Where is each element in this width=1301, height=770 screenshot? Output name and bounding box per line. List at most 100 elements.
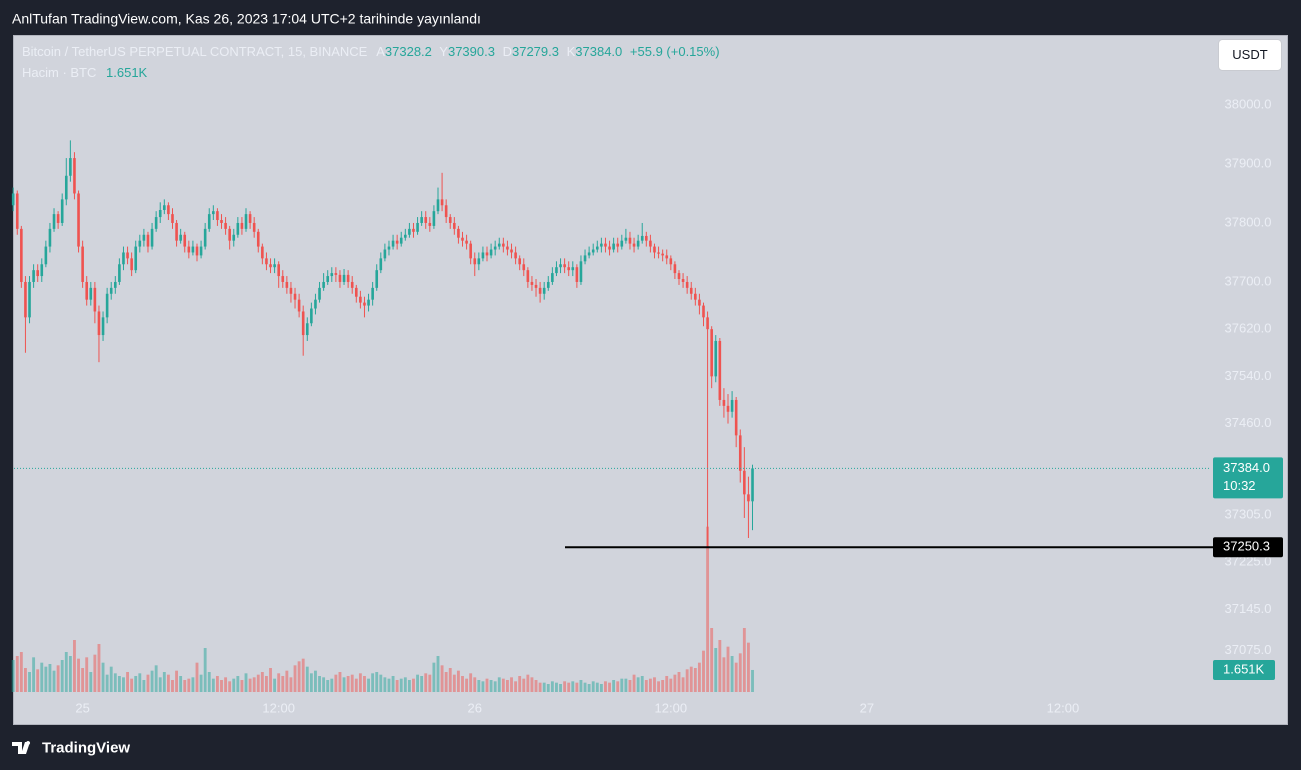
candle-body	[297, 299, 301, 312]
candle-body	[514, 252, 517, 259]
volume-bar	[665, 676, 669, 692]
volume-bar	[252, 677, 256, 692]
volume-bar	[48, 664, 52, 692]
volume-bar	[44, 666, 48, 692]
volume-bar	[220, 680, 223, 692]
candle-body	[636, 240, 640, 247]
candle-body	[612, 243, 615, 250]
candle-body	[649, 240, 652, 247]
candle-body	[681, 279, 685, 282]
symbol-title: Bitcoin / TetherUS PERPETUAL CONTRACT, 1…	[22, 44, 368, 59]
volume-bar	[387, 678, 391, 692]
candle-body	[497, 243, 501, 247]
volume-bar	[142, 680, 146, 692]
volume-bar	[706, 526, 710, 692]
volume-bar	[604, 681, 607, 692]
volume-bar	[105, 674, 109, 692]
candle-body	[575, 267, 579, 282]
candle-body	[391, 240, 395, 247]
currency-label[interactable]: USDT	[1232, 47, 1267, 62]
volume-bar	[657, 681, 660, 692]
ohlc-label: K	[567, 44, 576, 59]
candle-body	[689, 287, 693, 294]
candle-body	[44, 246, 48, 265]
candle-body	[301, 311, 305, 336]
last-price-tag	[1213, 457, 1283, 499]
volume-bar	[301, 658, 305, 692]
candle-body	[326, 276, 330, 282]
candle-body	[89, 287, 93, 300]
candle-body	[457, 228, 460, 238]
volume-bar	[526, 674, 530, 692]
candle-body	[722, 399, 726, 406]
candle-body	[559, 264, 562, 268]
volume-bar	[636, 677, 640, 692]
plot-area	[13, 35, 1288, 725]
candle-body	[252, 222, 256, 232]
volume-bar	[673, 674, 677, 692]
candle-body	[36, 270, 39, 277]
volume-bar	[199, 674, 203, 692]
volume-bar	[412, 678, 415, 692]
volume-bar	[677, 672, 681, 692]
candle-body	[489, 249, 493, 256]
candle-body	[118, 264, 121, 282]
candle-body	[538, 287, 542, 294]
candle-body	[743, 470, 746, 495]
volume-bar	[550, 681, 554, 692]
currency-button[interactable]	[1218, 39, 1282, 71]
candle-body	[60, 199, 64, 223]
volume-bar	[710, 628, 714, 692]
candle-body	[726, 405, 730, 412]
candle-body	[469, 243, 472, 259]
candle-body	[179, 234, 182, 241]
candle-body	[587, 252, 591, 256]
candle-body	[530, 281, 534, 285]
volume-bar	[497, 677, 501, 692]
candle-body	[420, 217, 423, 223]
candle-body	[714, 340, 718, 377]
candle-body	[350, 281, 354, 288]
volume-tag-label: 1.651K	[1223, 661, 1265, 676]
volume-bar	[730, 656, 734, 692]
volume-bar	[330, 678, 334, 692]
x-tick-label: 25	[75, 700, 89, 715]
volume-bar	[546, 684, 550, 692]
volume-bar	[338, 672, 342, 692]
volume-bar	[510, 677, 513, 692]
volume-bar	[203, 648, 207, 692]
volume-bar	[256, 674, 260, 692]
candle-body	[375, 270, 379, 288]
candle-body	[236, 222, 240, 235]
x-tick-label: 12:00	[1047, 700, 1080, 715]
volume-bar	[583, 682, 587, 692]
volume-bar	[318, 676, 321, 692]
volume-bar	[81, 668, 85, 692]
candle-body	[710, 329, 713, 377]
y-tick-label: 37305.0	[1225, 506, 1272, 521]
volume-bar	[555, 682, 558, 692]
candle-body	[146, 234, 150, 247]
candle-body	[600, 243, 603, 247]
brand-name: TradingView	[42, 739, 130, 756]
candle-body	[502, 243, 505, 247]
ohlc-value: 37328.2	[385, 44, 432, 59]
candle-body	[526, 270, 530, 282]
candle-body	[685, 281, 689, 288]
volume-bar	[117, 676, 121, 692]
candle-body	[620, 240, 624, 247]
candle-body	[269, 264, 272, 268]
candle-body	[399, 237, 403, 244]
volume-bar	[244, 673, 248, 692]
volume-bar	[726, 646, 730, 692]
volume-bar	[608, 682, 611, 692]
y-tick-label: 37800.0	[1225, 214, 1272, 229]
candle-body	[142, 234, 146, 241]
candle-body	[412, 228, 415, 232]
candle-body	[461, 237, 464, 241]
candle-body	[64, 175, 68, 200]
candle-body	[15, 193, 19, 229]
candle-body	[563, 264, 566, 268]
volume-bar	[530, 677, 534, 692]
y-tick-label: 37540.0	[1225, 368, 1272, 383]
